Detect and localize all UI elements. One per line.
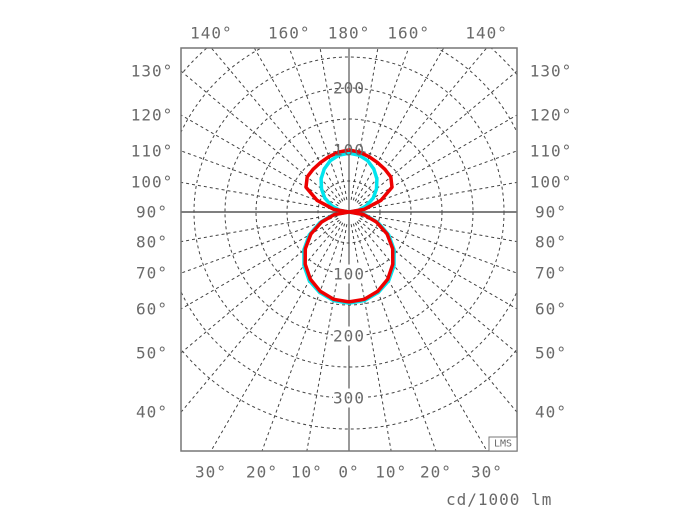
grid-radial <box>356 221 517 413</box>
grid-radial <box>306 224 348 451</box>
grid-radial <box>210 222 344 451</box>
grid-radial <box>181 70 340 205</box>
grid-radial <box>211 48 342 203</box>
grid <box>181 48 517 451</box>
angle-label-left-60: 60° <box>136 299 168 319</box>
grid-radial <box>181 181 337 211</box>
grid-radial <box>354 222 488 451</box>
angle-label-top: 140° <box>190 23 233 43</box>
grid-radial <box>350 48 379 200</box>
grid-radial <box>181 215 338 274</box>
angle-label-bottom: 0° <box>338 462 360 482</box>
angle-label-right-120: 120° <box>529 105 573 125</box>
plot-frame <box>180 47 518 452</box>
angle-label-left-80: 80° <box>136 232 168 252</box>
grid-radial <box>356 48 487 203</box>
angle-label-left-130: 130° <box>130 61 174 81</box>
grid-radial <box>350 224 392 451</box>
grid-radial <box>181 219 340 354</box>
watermark-box <box>488 436 518 452</box>
grid-radial <box>352 223 437 451</box>
unit-label: cd/1000 lm <box>446 490 553 509</box>
grid-radial <box>361 213 517 243</box>
grid-radial <box>358 70 517 205</box>
angle-label-left-110: 110° <box>130 141 174 161</box>
grid-radial <box>181 221 342 413</box>
grid-radial <box>354 48 445 202</box>
angle-label-right-130: 130° <box>529 61 573 81</box>
angle-label-bottom: 10° <box>290 462 323 482</box>
grid-radial <box>253 48 344 202</box>
angle-label-right-60: 60° <box>535 299 567 319</box>
grid-radial <box>358 219 517 354</box>
radial-tick-label-200-lower: 200 <box>333 326 365 346</box>
angle-label-left-70: 70° <box>136 263 168 283</box>
grid-radial <box>359 114 517 207</box>
angle-label-right-40: 40° <box>535 402 567 422</box>
angle-label-bottom: 20° <box>420 462 452 482</box>
grid-radial <box>361 181 517 211</box>
angle-label-right-110: 110° <box>529 141 573 161</box>
grid-radial <box>360 150 517 209</box>
angle-label-right-90: 90° <box>535 202 567 222</box>
angle-label-bottom: 30° <box>471 462 503 482</box>
angle-label-left-120: 120° <box>130 105 174 125</box>
angle-label-bottom: 30° <box>195 462 227 482</box>
radial-tick-label-100-lower: 100 <box>333 264 365 284</box>
grid-radial <box>181 150 338 209</box>
angle-label-right-70: 70° <box>535 263 567 283</box>
radial-tick-label-100-upper: 100 <box>333 140 365 160</box>
watermark-lms: LMS <box>493 438 513 450</box>
angle-label-top: 180° <box>327 23 371 43</box>
radial-tick-label-200-upper: 200 <box>333 78 365 98</box>
angle-label-top: 160° <box>268 23 311 43</box>
angle-label-left-90: 90° <box>136 202 168 222</box>
angle-label-top: 160° <box>387 23 430 43</box>
grid-radial <box>319 48 348 200</box>
angle-label-left-50: 50° <box>136 343 168 363</box>
grid-radial <box>360 215 517 274</box>
angle-label-left-40: 40° <box>136 402 168 422</box>
angle-label-right-80: 80° <box>535 232 567 252</box>
angle-label-bottom: 20° <box>246 462 278 482</box>
grid-radial <box>288 48 346 201</box>
radial-tick-label-300-lower: 300 <box>333 388 365 408</box>
angle-label-top: 140° <box>465 23 508 43</box>
curves <box>302 148 396 305</box>
grid-radial <box>261 223 346 451</box>
angle-label-left-100: 100° <box>130 172 174 192</box>
grid-radial <box>181 114 339 207</box>
angle-label-bottom: 10° <box>375 462 408 482</box>
intensity-curve-1 <box>303 148 395 304</box>
angle-label-right-100: 100° <box>529 172 573 192</box>
angle-label-right-50: 50° <box>535 343 567 363</box>
grid-radial <box>181 213 337 243</box>
